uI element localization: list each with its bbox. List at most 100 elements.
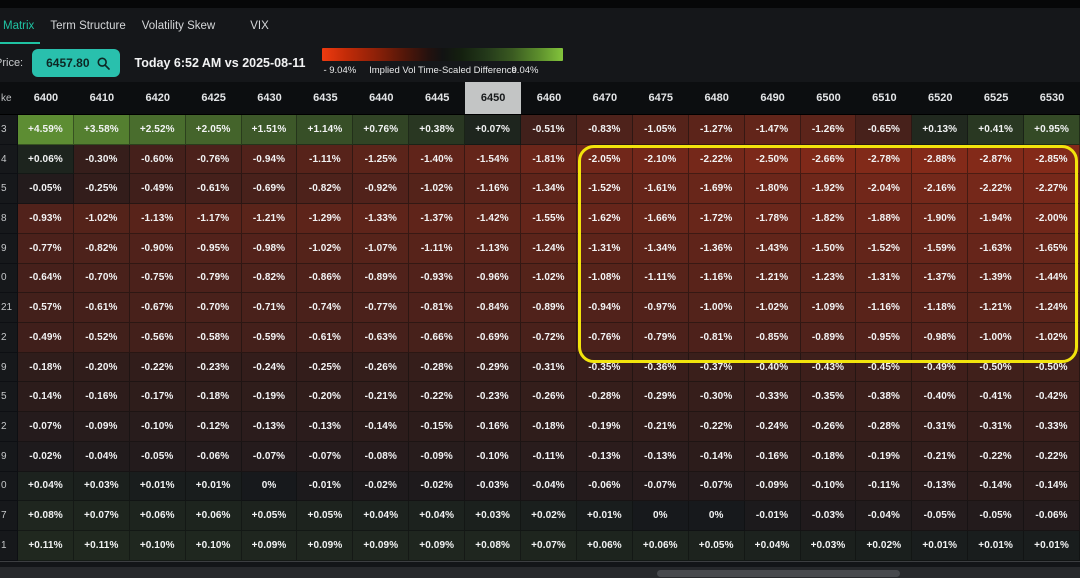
matrix-cell: -0.93% — [409, 263, 466, 294]
matrix-cell: +0.05% — [297, 501, 354, 532]
matrix-cell: -0.37% — [688, 352, 745, 383]
expiry-row-label: 9 — [0, 352, 18, 383]
matrix-cell: +0.38% — [409, 115, 466, 145]
matrix-cell: -0.13% — [297, 412, 354, 442]
matrix-cell: -0.14% — [968, 471, 1025, 502]
matrix-cell: -0.56% — [129, 323, 186, 353]
strike-header-6520[interactable]: 6520 — [928, 92, 953, 104]
matrix-cell: -0.10% — [129, 412, 186, 442]
strike-header-6420[interactable]: 6420 — [145, 92, 170, 104]
matrix-cell: -0.94% — [576, 293, 633, 324]
strike-header-6400[interactable]: 6400 — [33, 92, 59, 104]
matrix-cell: 0% — [241, 471, 298, 502]
matrix-cell: -0.89% — [353, 263, 410, 294]
matrix-cell: +0.01% — [912, 531, 969, 561]
tab-term-structure[interactable]: Term Structure — [50, 20, 126, 32]
strike-header-6460[interactable]: 6460 — [536, 92, 562, 104]
matrix-cell: +3.58% — [73, 115, 130, 145]
matrix-cell: -0.20% — [73, 352, 130, 383]
matrix-cell: -0.28% — [409, 352, 466, 383]
strike-header-6530[interactable]: 6530 — [1039, 92, 1065, 104]
tab-bar: Matrix Term Structure Volatility Skew VIX — [0, 8, 1080, 44]
strike-header-6435[interactable]: 6435 — [313, 92, 338, 104]
matrix-cell: -0.16% — [744, 441, 801, 472]
matrix-cell: -0.30% — [688, 382, 745, 413]
horizontal-scrollbar-track[interactable] — [0, 566, 1080, 578]
price-search-button[interactable]: 6457.80 — [32, 49, 120, 77]
matrix-cell: -0.09% — [409, 441, 466, 472]
matrix-cell: -0.50% — [968, 352, 1025, 383]
matrix-cell: -0.89% — [521, 293, 577, 324]
strike-header-6480[interactable]: 6480 — [704, 92, 729, 104]
matrix-cell: +0.05% — [688, 531, 745, 561]
strike-header-6470[interactable]: 6470 — [592, 92, 618, 104]
matrix-cell: -0.14% — [18, 382, 74, 413]
expiry-row-label: 2 — [0, 323, 18, 353]
strike-header-6425[interactable]: 6425 — [201, 92, 226, 104]
matrix-cell: -0.98% — [241, 233, 298, 264]
horizontal-scrollbar-thumb[interactable] — [657, 569, 900, 577]
strike-header-6490[interactable]: 6490 — [760, 92, 785, 104]
matrix-cell: -1.69% — [688, 174, 745, 205]
matrix-cell: -2.87% — [968, 144, 1025, 175]
matrix-cell: -0.63% — [353, 323, 410, 353]
strike-header-6475[interactable]: 6475 — [648, 92, 674, 104]
matrix-cell: -0.61% — [297, 323, 354, 353]
matrix-cell: -0.85% — [744, 323, 801, 353]
matrix-cell: -0.04% — [856, 501, 913, 532]
matrix-cell: -0.07% — [632, 471, 689, 502]
matrix-cell: -1.16% — [465, 174, 522, 205]
matrix-cell: -1.02% — [521, 263, 577, 294]
comparison-text: Today 6:52 AM vs 2025-08-11 — [134, 56, 306, 70]
tab-matrix[interactable]: Matrix — [0, 8, 41, 44]
matrix-cell: -0.49% — [18, 323, 74, 353]
matrix-cell: -0.03% — [465, 471, 522, 502]
matrix-cell: -0.09% — [73, 412, 130, 442]
matrix-cell: -0.49% — [129, 174, 186, 205]
matrix-cell: -1.66% — [632, 204, 689, 234]
matrix-cell: -0.01% — [744, 501, 801, 532]
expiry-row-label: 5 — [0, 382, 18, 413]
matrix-cell: -0.97% — [632, 293, 689, 324]
matrix-cell: -1.31% — [576, 233, 633, 264]
matrix-cell: -1.24% — [1024, 293, 1080, 324]
tab-volatility-skew[interactable]: Volatility Skew — [141, 20, 216, 32]
matrix-cell: -1.34% — [521, 174, 577, 205]
matrix-cell: -0.29% — [632, 382, 689, 413]
strike-header-6510[interactable]: 6510 — [872, 92, 897, 104]
expiry-row-label: 4 — [0, 144, 18, 175]
matrix-cell: -0.75% — [129, 263, 186, 294]
strike-header-6500[interactable]: 6500 — [816, 92, 841, 104]
matrix-cell: -0.19% — [576, 412, 633, 442]
matrix-cell: -2.88% — [912, 144, 969, 175]
expiry-row-label: 5 — [0, 174, 18, 205]
strike-header-6450[interactable]: 6450 — [465, 82, 522, 114]
matrix-cell: -1.92% — [800, 174, 857, 205]
matrix-cell: -1.47% — [744, 115, 801, 145]
strike-header-6445[interactable]: 6445 — [424, 92, 450, 104]
matrix-cell: -0.24% — [744, 412, 801, 442]
strike-header-6440[interactable]: 6440 — [369, 92, 394, 104]
matrix-cell: +0.04% — [744, 531, 801, 561]
vol-matrix-grid: 3 +4.59% +3.58% +2.52% +2.05% +1.51% +1.14% +0.… — [0, 115, 1080, 561]
matrix-cell: -2.85% — [1024, 144, 1080, 175]
matrix-cell: -1.02% — [1024, 323, 1080, 353]
expiry-row-label: 21 — [0, 293, 18, 324]
expiry-row-label: 8 — [0, 204, 18, 234]
matrix-cell: -2.22% — [968, 174, 1025, 205]
matrix-cell: -0.31% — [912, 412, 969, 442]
matrix-cell: -0.76% — [576, 323, 633, 353]
strike-header-row: ke 6400 6410 6420 6425 6430 6435 6440 6445 6450 64… — [0, 82, 1080, 115]
matrix-cell: -0.69% — [465, 323, 522, 353]
strike-header-6525[interactable]: 6525 — [983, 92, 1009, 104]
matrix-cell: -0.09% — [744, 471, 801, 502]
strike-header-6410[interactable]: 6410 — [89, 92, 115, 104]
strike-header-6430[interactable]: 6430 — [257, 92, 282, 104]
matrix-cell: -1.37% — [409, 204, 466, 234]
matrix-cell: -0.22% — [688, 412, 745, 442]
tab-vix[interactable]: VIX — [250, 20, 269, 32]
legend-max-label: 9.04% — [511, 65, 539, 76]
matrix-cell: +2.52% — [129, 115, 186, 145]
magnifier-icon — [97, 56, 110, 70]
matrix-cell: -0.94% — [241, 144, 298, 175]
